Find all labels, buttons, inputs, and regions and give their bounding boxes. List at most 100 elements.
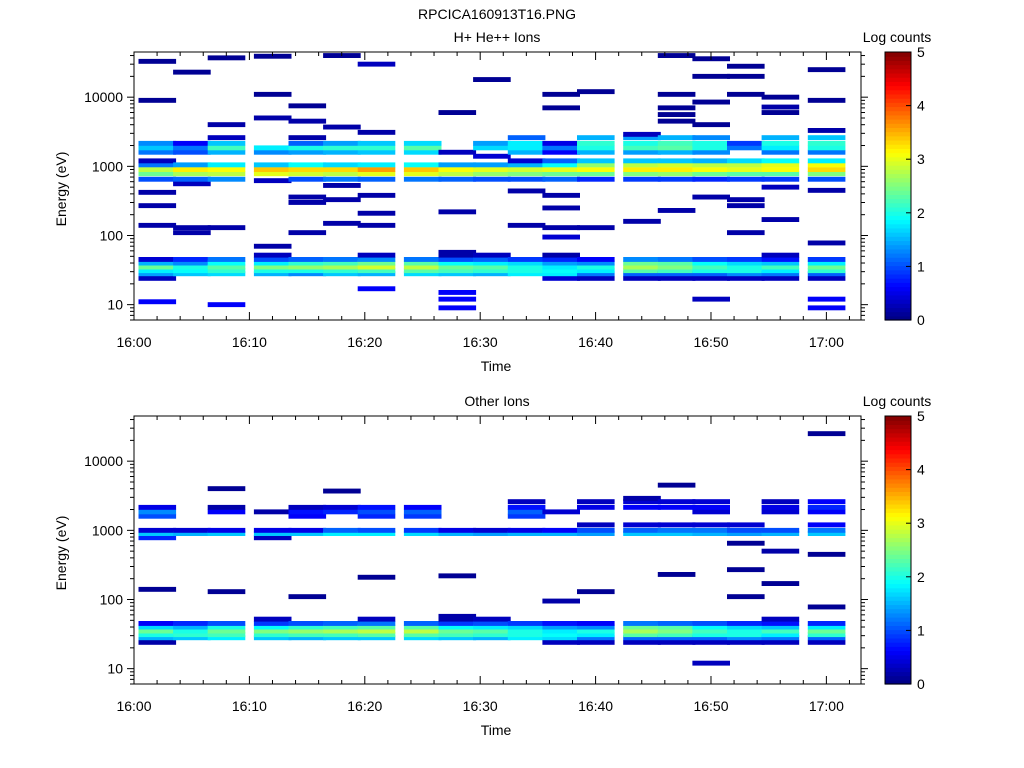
colorbar-segment <box>885 165 911 170</box>
colorbar-label: Log counts <box>863 393 932 409</box>
heatmap-cell <box>761 260 800 266</box>
heatmap-cell <box>542 176 580 182</box>
y-tick-label: 1000 <box>92 158 123 174</box>
colorbar-segment <box>885 474 911 480</box>
heatmap-cell <box>253 257 292 262</box>
colorbar-segment <box>885 181 911 187</box>
colorbar-segment <box>885 202 911 208</box>
heatmap-cell <box>173 171 211 177</box>
heatmap-cell <box>253 167 292 172</box>
heatmap-cell <box>623 639 661 645</box>
heatmap-cell <box>473 145 511 151</box>
heatmap-cell <box>761 616 800 622</box>
heatmap-cell <box>357 616 396 622</box>
y-tick-label: 100 <box>100 227 124 243</box>
heatmap-cell <box>761 548 800 554</box>
heatmap-cell <box>288 135 327 141</box>
heatmap-cell <box>727 167 765 172</box>
heatmap-cell <box>288 149 327 155</box>
colorbar-segment <box>885 424 911 430</box>
heatmap-cell <box>542 260 580 266</box>
heatmap-cell <box>657 572 696 577</box>
heatmap-cell <box>692 162 730 168</box>
heatmap-cell <box>727 567 765 573</box>
heatmap-cell <box>207 145 246 151</box>
heatmap-cell <box>807 305 846 311</box>
heatmap-cell <box>692 499 730 505</box>
colorbar-segment <box>885 60 911 66</box>
colorbar-segment <box>885 269 911 275</box>
heatmap-cell <box>657 145 696 151</box>
heatmap-cell <box>577 527 615 533</box>
heatmap-cell <box>807 171 846 177</box>
heatmap-cell <box>207 624 246 630</box>
heatmap-cell <box>207 531 246 536</box>
heatmap-cell <box>288 230 327 236</box>
colorbar-segment <box>885 650 911 656</box>
heatmap-cell <box>657 105 696 111</box>
colorbar-segment <box>885 575 911 580</box>
heatmap-cell <box>207 486 246 492</box>
colorbar-segment <box>885 420 911 425</box>
heatmap-cell <box>692 660 730 666</box>
heatmap-cell <box>403 257 442 262</box>
colorbar-segment <box>885 600 911 606</box>
heatmap-cell <box>323 176 361 182</box>
heatmap-cell <box>577 257 615 262</box>
heatmap-cell <box>357 271 396 277</box>
heatmap-cell <box>727 628 765 634</box>
heatmap-cell <box>323 264 361 270</box>
heatmap-cell <box>657 171 696 177</box>
heatmap-cell <box>253 268 292 274</box>
x-tick-label: 16:40 <box>578 698 613 714</box>
heatmap-cell <box>323 197 361 203</box>
heatmap-cell <box>507 135 546 141</box>
y-tick-label: 10 <box>107 661 123 677</box>
heatmap-cell <box>438 527 477 533</box>
heatmap-cell <box>761 167 800 172</box>
heatmap-cell <box>173 257 211 262</box>
heatmap-cell <box>253 162 292 168</box>
colorbar-segment <box>885 244 911 250</box>
colorbar-segment <box>885 483 911 488</box>
heatmap-cell <box>727 171 765 177</box>
heatmap-cell <box>323 162 361 168</box>
heatmap-cell <box>438 296 477 302</box>
heatmap-cell <box>577 271 615 277</box>
heatmap-cell <box>577 639 615 645</box>
heatmap-cell <box>507 149 546 155</box>
heatmap-cell <box>761 158 800 164</box>
heatmap-cell <box>438 260 477 266</box>
heatmap-cell <box>403 145 442 151</box>
heatmap-cell <box>357 257 396 262</box>
heatmap-cell <box>761 639 800 645</box>
heatmap-cell <box>542 145 580 151</box>
heatmap-cell <box>473 621 511 626</box>
colorbar-segment <box>885 232 911 237</box>
heatmap-cell <box>577 167 615 172</box>
heatmap-cell <box>577 149 615 155</box>
heatmap-cell <box>403 271 442 277</box>
heatmap-cell <box>288 513 327 519</box>
heatmap-cell <box>173 635 211 641</box>
heatmap-cell <box>323 271 361 277</box>
x-tick-label: 16:50 <box>693 334 728 350</box>
colorbar-segment <box>885 621 911 626</box>
heatmap-cell <box>577 504 615 510</box>
heatmap-cell <box>807 621 846 626</box>
x-axis-label: Time <box>481 722 512 738</box>
colorbar-segment <box>885 562 911 568</box>
colorbar-segment <box>885 554 911 559</box>
heatmap-cell <box>807 140 846 146</box>
heatmap-cell <box>253 616 292 622</box>
y-tick-label: 1000 <box>92 522 123 538</box>
heatmap-cell <box>623 260 661 266</box>
heatmap-cell <box>138 149 177 155</box>
heatmap-cell <box>761 527 800 533</box>
heatmap-cell <box>357 504 396 510</box>
heatmap-cell <box>807 296 846 302</box>
heatmap-cell <box>207 257 246 262</box>
heatmap-cell <box>403 531 442 536</box>
heatmap-cell <box>807 531 846 536</box>
heatmap-cell <box>727 624 765 630</box>
